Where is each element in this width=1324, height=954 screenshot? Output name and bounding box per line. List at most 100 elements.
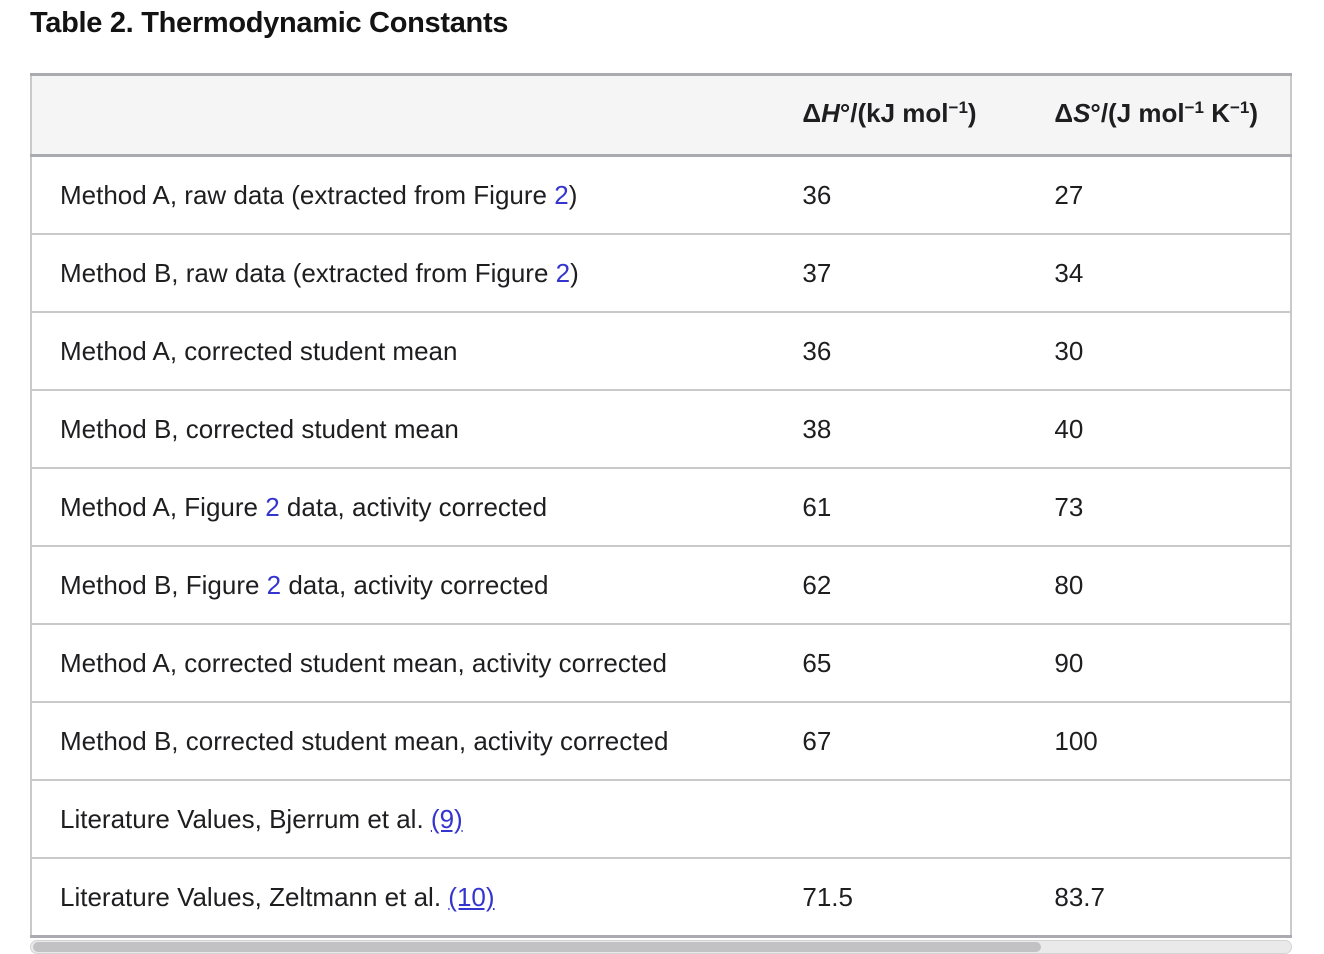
horizontal-scrollbar[interactable]	[30, 940, 1292, 954]
superscript-exponent: −1	[1230, 98, 1250, 117]
row-label-cell: Method B, corrected student mean	[31, 390, 775, 469]
superscript-exponent: −1	[1184, 98, 1204, 117]
table-row: Literature Values, Bjerrum et al. (9)	[31, 780, 1291, 859]
row-label-text: Literature Values, Bjerrum et al.	[60, 804, 431, 834]
table-row: Method B, Figure 2 data, activity correc…	[31, 546, 1291, 625]
delta-s-value: 27	[1054, 180, 1084, 210]
unit-text: °/(J mol	[1090, 98, 1185, 128]
row-label-text: )	[570, 258, 579, 288]
delta-s-value-cell: 34	[1026, 234, 1291, 313]
table-row: Method A, corrected student mean 36 30	[31, 312, 1291, 391]
row-label-cell: Method A, raw data (extracted from Figur…	[31, 155, 775, 235]
superscript-exponent: −1	[948, 98, 968, 117]
delta-h-value: 37	[802, 258, 832, 288]
row-label-cell: Method B, Figure 2 data, activity correc…	[31, 546, 775, 625]
row-label-cell: Literature Values, Bjerrum et al. (9)	[31, 780, 775, 859]
table-row: Method A, raw data (extracted from Figur…	[31, 155, 1291, 235]
thermo-table-container: ΔH°/(kJ mol−1) ΔS°/(J mol−1 K−1) Method …	[30, 73, 1292, 954]
thermo-table: ΔH°/(kJ mol−1) ΔS°/(J mol−1 K−1) Method …	[30, 73, 1292, 938]
row-label-text: data, activity corrected	[279, 492, 548, 522]
header-cell-delta-h: ΔH°/(kJ mol−1)	[774, 73, 1027, 157]
delta-s-value: 30	[1054, 336, 1084, 366]
delta-s-value-cell: 30	[1026, 312, 1291, 391]
table-caption: Table 2. Thermodynamic Constants	[30, 7, 509, 39]
row-label-cell: Method B, raw data (extracted from Figur…	[31, 234, 775, 313]
delta-s-value-cell: 80	[1026, 546, 1291, 625]
delta-h-value-cell: 38	[774, 390, 1027, 469]
row-label-cell: Method A, corrected student mean, activi…	[31, 624, 775, 703]
delta-h-value: 62	[802, 570, 832, 600]
row-label-text: Method B, corrected student mean	[60, 414, 459, 444]
scrollbar-thumb[interactable]	[33, 942, 1041, 952]
row-label-text: Method A, corrected student mean, activi…	[60, 648, 667, 678]
delta-h-value: 67	[802, 726, 832, 756]
figure-link[interactable]: 2	[555, 258, 571, 288]
figure-link[interactable]: 2	[265, 492, 280, 522]
table-row: Method B, corrected student mean, activi…	[31, 702, 1291, 781]
delta-s-value: 40	[1054, 414, 1084, 444]
delta-h-value-cell: 65	[774, 624, 1027, 703]
delta-h-value-cell: 67	[774, 702, 1027, 781]
delta-h-value: 61	[802, 492, 832, 522]
delta-s-value: 80	[1054, 570, 1084, 600]
row-label-text: )	[568, 180, 578, 210]
table-row: Method A, corrected student mean, activi…	[31, 624, 1291, 703]
delta-h-value-cell: 61	[774, 468, 1027, 547]
delta-h-value-cell: 71.5	[774, 858, 1027, 938]
figure-link[interactable]: 2	[266, 570, 282, 600]
table-row: Method B, raw data (extracted from Figur…	[31, 234, 1291, 313]
header-cell-empty	[31, 73, 775, 157]
reference-link[interactable]: (10)	[448, 882, 495, 912]
row-label-text: Method B, Figure	[60, 570, 267, 600]
delta-h-value: 38	[802, 414, 832, 444]
delta-h-value-cell: 36	[774, 312, 1027, 391]
delta-s-value-cell: 40	[1026, 390, 1291, 469]
delta-s-value: 100	[1054, 726, 1098, 756]
row-label-cell: Method A, corrected student mean	[31, 312, 775, 391]
row-label-text: Method A, corrected student mean	[60, 336, 458, 366]
delta-glyph: Δ	[1054, 98, 1074, 128]
entropy-symbol: S	[1073, 98, 1091, 128]
delta-h-value-cell: 37	[774, 234, 1027, 313]
row-label-text: data, activity corrected	[281, 570, 549, 600]
table-row: Method B, corrected student mean 38 40	[31, 390, 1291, 469]
delta-h-value-cell	[774, 780, 1027, 859]
row-label-cell: Literature Values, Zeltmann et al. (10)	[31, 858, 775, 938]
header-row: ΔH°/(kJ mol−1) ΔS°/(J mol−1 K−1)	[31, 73, 1291, 157]
table-row: Method A, Figure 2 data, activity correc…	[31, 468, 1291, 547]
unit-text: °/(kJ mol	[839, 98, 949, 128]
delta-s-value-cell: 83.7	[1026, 858, 1291, 938]
table-body: Method A, raw data (extracted from Figur…	[31, 155, 1291, 938]
row-label-text: Method A, raw data (extracted from Figur…	[60, 180, 555, 210]
delta-h-value: 65	[802, 648, 832, 678]
page: Table 2. Thermodynamic Constants ΔH°/(kJ…	[0, 6, 1324, 954]
delta-s-value: 73	[1054, 492, 1084, 522]
enthalpy-symbol: H	[821, 98, 840, 128]
delta-s-value-cell: 100	[1026, 702, 1291, 781]
delta-s-value: 90	[1054, 648, 1084, 678]
header-cell-delta-s: ΔS°/(J mol−1 K−1)	[1026, 73, 1291, 157]
row-label-text: Method B, corrected student mean, activi…	[60, 726, 669, 756]
delta-glyph: Δ	[802, 98, 822, 128]
unit-text: )	[967, 98, 977, 128]
delta-s-value-cell: 90	[1026, 624, 1291, 703]
delta-h-value: 36	[802, 180, 832, 210]
delta-s-value-cell	[1026, 780, 1291, 859]
row-label-cell: Method B, corrected student mean, activi…	[31, 702, 775, 781]
table-row: Literature Values, Zeltmann et al. (10) …	[31, 858, 1291, 938]
delta-h-value: 36	[802, 336, 832, 366]
unit-text: )	[1249, 98, 1259, 128]
delta-h-value: 71.5	[802, 882, 853, 912]
delta-s-value: 34	[1054, 258, 1084, 288]
delta-h-value-cell: 62	[774, 546, 1027, 625]
reference-link[interactable]: (9)	[430, 804, 463, 834]
delta-s-value-cell: 73	[1026, 468, 1291, 547]
row-label-text: Method B, raw data (extracted from Figur…	[60, 258, 556, 288]
delta-s-value: 83.7	[1054, 882, 1105, 912]
figure-link[interactable]: 2	[554, 180, 569, 210]
row-label-text: Method A, Figure	[60, 492, 266, 522]
unit-text: K	[1204, 98, 1230, 128]
delta-h-value-cell: 36	[774, 155, 1027, 235]
delta-s-value-cell: 27	[1026, 155, 1291, 235]
row-label-text: Literature Values, Zeltmann et al.	[60, 882, 449, 912]
